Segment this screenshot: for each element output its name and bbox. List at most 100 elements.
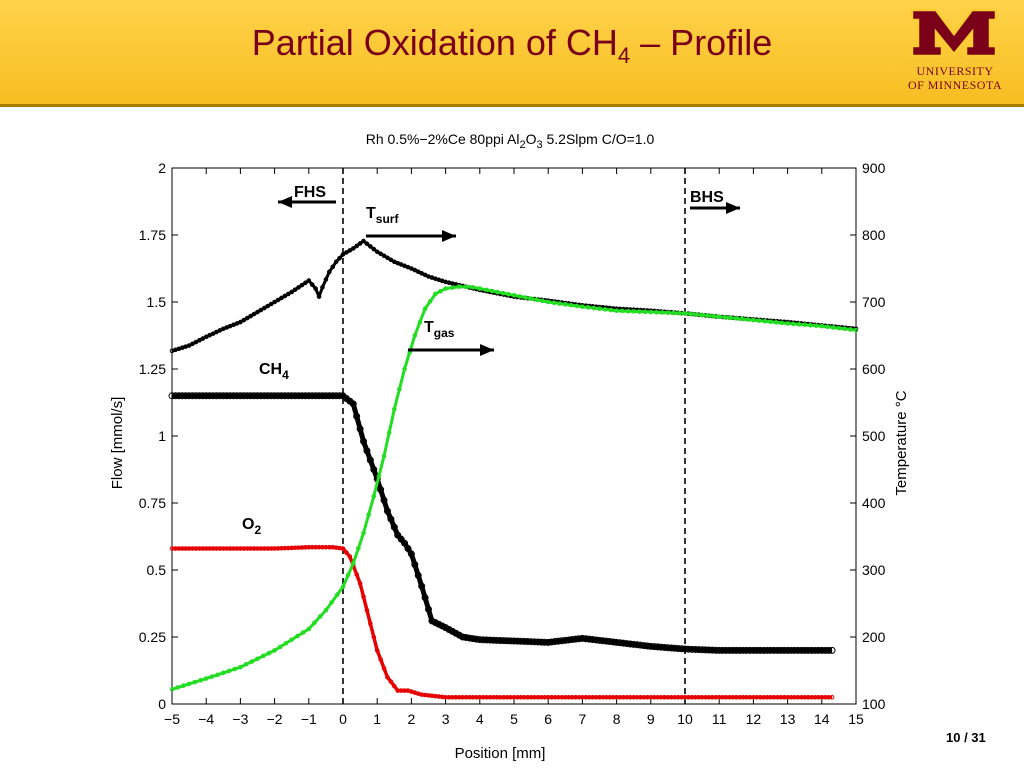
data-point [340,252,346,257]
data-point [633,641,641,649]
data-point [443,286,448,291]
x-tick-label: −5 [164,711,180,727]
ch4-label-main: CH [259,361,282,378]
data-point [193,339,199,345]
data-point [688,645,696,653]
y-tick-label: 0.75 [139,495,166,511]
y-tick-label: 1.25 [139,361,166,377]
data-point [678,645,686,653]
data-point [209,674,215,679]
data-point [773,320,779,325]
data-point [756,318,762,323]
data-point [671,310,676,316]
data-point [417,319,423,325]
data-point [383,507,391,515]
data-point [433,291,438,297]
data-point [370,466,378,473]
data-point [716,314,722,320]
data-point [760,646,768,654]
data-point [804,646,812,654]
data-point [175,685,180,690]
x-tick-label: 1 [373,711,381,727]
data-point [255,309,260,315]
chart-title: Rh 0.5%−2%Ce 80ppi Al2O3 5.2Slpm C/O=1.0 [366,131,655,151]
data-point [219,392,227,400]
y-tick-label: 0.5 [147,562,167,578]
data-point [366,456,374,464]
data-point [277,392,285,400]
data-point [309,282,315,287]
data-point [271,392,279,400]
data-point [848,327,853,332]
series-o2 [169,544,835,700]
y-tick-label: 0 [158,696,166,712]
data-point [238,319,243,325]
data-point [169,686,175,692]
university-line2: OF MINNESOTA [907,78,1003,92]
data-point [729,646,737,654]
data-point [524,638,532,646]
data-point [620,308,625,314]
data-point [541,638,549,646]
y2-tick-label: 800 [862,227,886,243]
data-point [674,645,682,653]
data-point [356,425,364,433]
slide-header [0,0,1024,107]
data-point [705,646,713,654]
data-point [476,636,484,644]
data-point [785,321,790,326]
o2-label-sub: 2 [254,523,261,537]
data-point [520,637,528,645]
data-point [821,646,829,654]
data-point [517,637,525,645]
ch4-label: CH4 [259,361,289,382]
data-point [404,545,412,553]
data-point [462,634,470,642]
data-point [681,645,689,653]
data-point [240,392,248,400]
data-point [272,299,277,305]
data-point [513,637,521,645]
data-point [751,317,756,323]
y2-tick-label: 300 [862,562,886,578]
data-point [357,581,363,586]
data-point [230,392,238,400]
data-point [330,264,336,270]
tsurf-label-main: T [366,205,376,222]
data-point [388,257,394,263]
data-point [291,392,299,400]
data-point [691,645,699,653]
data-point [301,392,309,400]
data-point [427,299,433,304]
tgas-label-main: T [424,319,434,336]
tsurf-arrow-head [442,230,456,242]
data-point [777,646,785,654]
data-point [489,288,495,294]
data-point [563,302,568,307]
data-point [712,646,720,654]
data-point [500,290,506,296]
data-point [585,635,593,643]
data-point [243,392,251,400]
tgas-label: Tgas [424,319,455,340]
data-point [596,636,603,644]
data-point [715,646,723,654]
data-point [361,594,366,600]
data-point [578,634,586,642]
data-point [684,645,692,653]
data-point [510,637,518,645]
data-point [528,296,534,301]
data-point [537,638,545,646]
data-point [397,386,402,392]
data-point [506,291,511,297]
data-point [802,322,808,328]
data-point [371,634,377,640]
data-point [565,636,573,644]
data-point [825,646,833,654]
tgas-arrow-head [480,344,494,356]
data-point [736,646,744,654]
data-point [329,600,334,605]
y2-tick-label: 600 [862,361,886,377]
data-point [466,634,474,642]
data-point [233,392,241,400]
